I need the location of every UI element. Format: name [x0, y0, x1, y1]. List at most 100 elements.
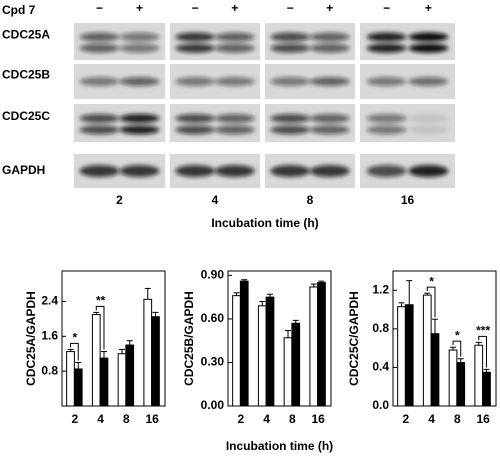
blot-band: [408, 43, 449, 53]
blot-band: [175, 43, 216, 53]
x-tick-label: 8: [454, 412, 461, 426]
y-tick-label: 1.2: [372, 282, 389, 296]
x-tick-label: 4: [263, 412, 270, 426]
bar: [309, 286, 319, 407]
blot-band: [270, 43, 311, 53]
blot-band: [309, 77, 350, 86]
blot-band: [309, 32, 350, 42]
blot-band: [309, 125, 350, 135]
x-tick-label: 8: [123, 412, 130, 426]
blot-band: [214, 113, 255, 123]
bar: [456, 362, 466, 407]
x-tick-label: 2: [403, 412, 410, 426]
significance-bracket: [452, 340, 462, 357]
bar: [430, 333, 440, 407]
significance-bracket: [95, 305, 105, 350]
blot-band: [366, 113, 407, 123]
x-tick-label: 8: [289, 412, 296, 426]
blot-band: [366, 43, 407, 53]
x-tick-label: 2: [238, 412, 245, 426]
blot-band: [408, 113, 449, 123]
y-tick-label: 0.90: [201, 268, 225, 282]
bar: [422, 294, 432, 407]
bar: [91, 314, 101, 407]
bar: [317, 282, 326, 407]
blot-panel: [265, 104, 355, 142]
condition-label: −: [192, 1, 199, 15]
blot-band: [214, 32, 255, 42]
condition-label: −: [287, 1, 294, 15]
blot-band: [408, 77, 449, 86]
protein-label: CDC25B: [2, 68, 50, 82]
bar: [265, 296, 275, 407]
protein-label: CDC25A: [2, 28, 50, 42]
condition-label: +: [425, 1, 432, 15]
blot-band: [119, 43, 160, 53]
protein-label: GAPDH: [2, 163, 45, 177]
condition-label: −: [96, 1, 103, 15]
condition-label: +: [326, 1, 333, 15]
significance-bracket: [478, 335, 487, 368]
blot-band: [270, 165, 311, 177]
x-tick-label: 16: [476, 412, 490, 426]
bar: [232, 295, 241, 407]
blot-x-label: Incubation time (h): [211, 216, 318, 230]
time-label: 8: [307, 193, 314, 207]
significance-label: *: [455, 328, 460, 342]
time-label: 4: [212, 193, 219, 207]
bar: [66, 351, 75, 407]
significance-label: *: [429, 274, 434, 288]
x-axis-title: Incubation time (h): [226, 439, 333, 453]
bar: [239, 280, 249, 407]
blot-band: [119, 113, 160, 123]
protein-label: CDC25C: [2, 109, 50, 123]
bar: [397, 306, 406, 407]
x-tick-label: 16: [311, 412, 325, 426]
significance-label: ***: [476, 324, 490, 338]
blot-panel: [360, 23, 455, 60]
plot-frame: [61, 270, 166, 407]
blot-panel: [170, 23, 260, 60]
y-tick-label: 0.60: [201, 311, 225, 325]
condition-label: −: [383, 1, 390, 15]
bar: [257, 305, 267, 407]
y-tick-label: 0.4: [372, 360, 389, 374]
significance-bracket: [426, 286, 436, 318]
bar: [125, 344, 135, 407]
x-tick-label: 4: [428, 412, 435, 426]
bar: [151, 316, 160, 407]
y-tick-label: 0.8: [41, 363, 58, 377]
significance-bracket: [70, 342, 79, 361]
significance-label: **: [96, 294, 106, 308]
blot-band: [270, 113, 311, 123]
time-label: 2: [116, 193, 123, 207]
bar: [482, 371, 491, 407]
blot-band: [79, 77, 120, 86]
y-axis-title: CDC25A/GAPDH: [24, 291, 38, 386]
blot-panel: [265, 23, 355, 60]
blot-panel: [74, 104, 165, 142]
blot-band: [366, 32, 407, 42]
blot-band: [408, 125, 449, 135]
bar: [404, 304, 414, 407]
bar: [448, 349, 458, 407]
blot-band: [119, 77, 160, 86]
bar-chart: 0.00 0.30 0.60 0.90 CDC25B/GAPDH 2 4 8 16 Incubat…: [182, 268, 333, 454]
blot-band: [366, 77, 407, 86]
bar: [283, 337, 293, 407]
blot-band: [309, 113, 350, 123]
blot-band: [119, 32, 160, 42]
y-tick-label: 0.00: [201, 398, 225, 412]
blot-band: [270, 32, 311, 42]
blot-panel: [170, 104, 260, 142]
blot-band: [309, 165, 350, 177]
blot-band: [214, 125, 255, 135]
blot-band: [366, 165, 407, 177]
bar: [143, 298, 153, 407]
bar: [474, 344, 484, 407]
y-tick-label: 2.4: [41, 294, 58, 308]
blot-band: [175, 32, 216, 42]
